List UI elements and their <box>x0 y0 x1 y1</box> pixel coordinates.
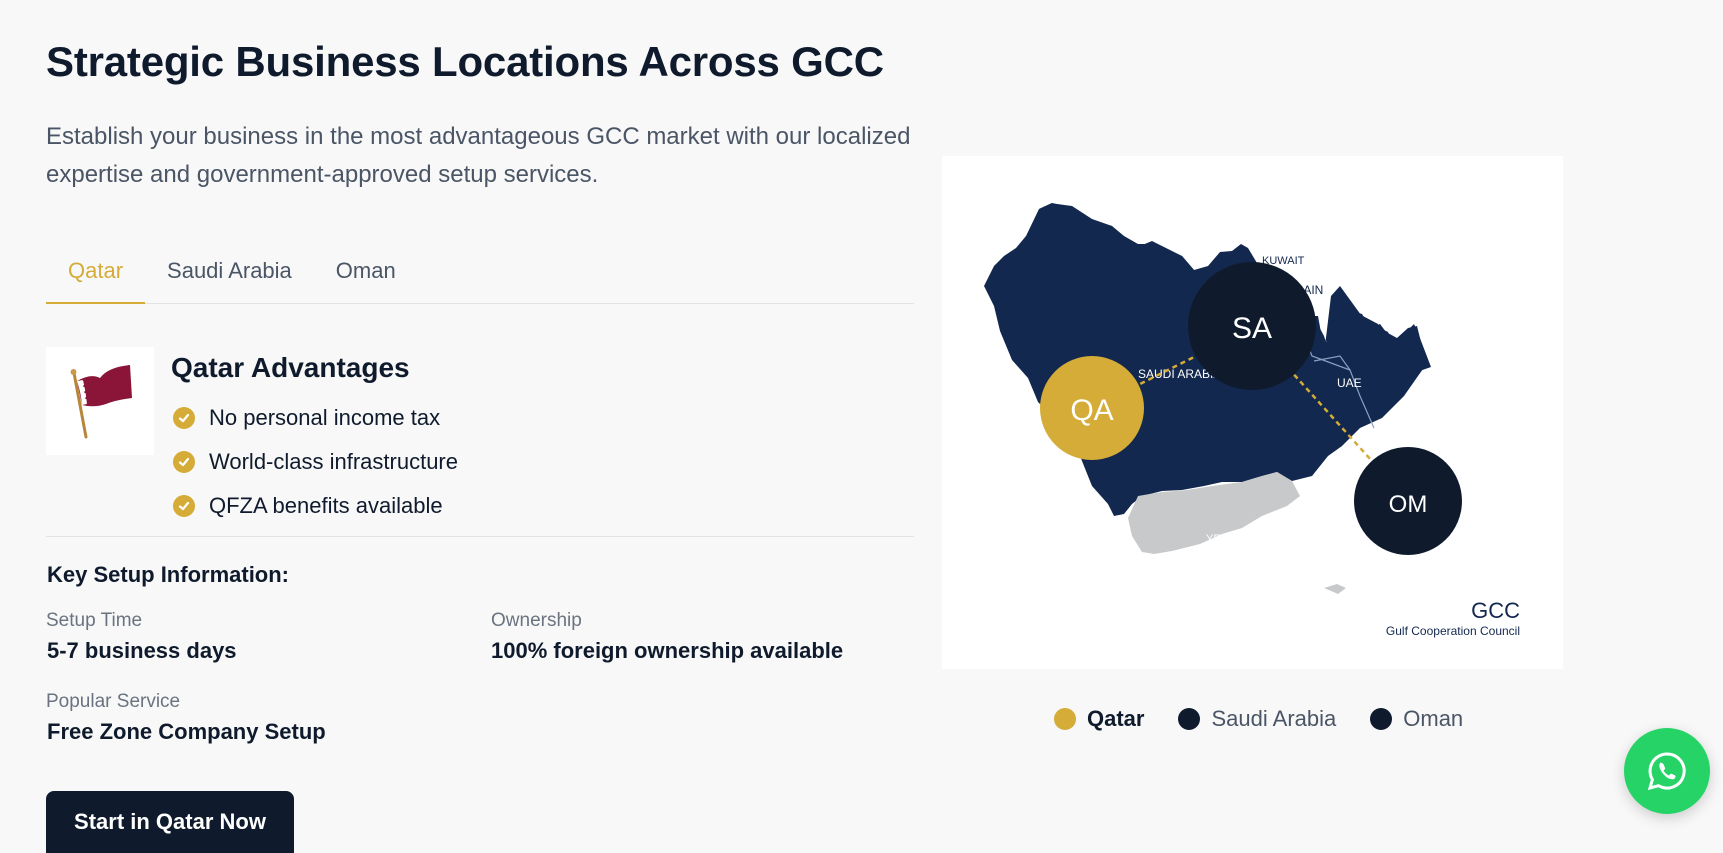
advantages-title: Qatar Advantages <box>171 352 410 383</box>
page-subtitle: Establish your business in the most adva… <box>46 123 911 188</box>
start-in-qatar-button[interactable]: Start in Qatar Now <box>46 791 294 853</box>
tab-qatar[interactable]: Qatar <box>46 250 146 304</box>
list-item: No personal income tax <box>173 396 458 440</box>
legend-item-saudi-arabia[interactable]: Saudi Arabia <box>1178 706 1336 732</box>
saudi-arabia-label: SAUDI ARABIA <box>1138 367 1221 381</box>
legend-label: Saudi Arabia <box>1211 706 1337 731</box>
check-icon <box>173 495 195 517</box>
tab-oman[interactable]: Oman <box>335 258 396 283</box>
check-icon <box>173 451 195 473</box>
country-tabs: Qatar Saudi Arabia Oman <box>46 250 914 304</box>
svg-text:OM: OM <box>1389 491 1428 518</box>
gcc-map: KUWAIT BAHRAIN QATAR UAE SAUDI ARABIA OM… <box>942 156 1563 669</box>
key-setup-title: Key Setup Information: <box>47 562 290 587</box>
legend-dot <box>1370 708 1393 730</box>
popular-service-value: Free Zone Company Setup <box>47 719 326 744</box>
ownership-label: Ownership <box>491 610 582 631</box>
legend-label: Oman <box>1403 706 1464 731</box>
whatsapp-icon <box>1647 752 1686 791</box>
legend-dot <box>1054 708 1076 730</box>
qatar-label: QATAR <box>1318 341 1358 355</box>
list-item: World-class infrastructure <box>173 440 458 484</box>
qatar-flag-icon <box>46 347 154 455</box>
popular-service-label: Popular Service <box>46 691 181 712</box>
list-item: QFZA benefits available <box>173 484 458 528</box>
advantage-text: QFZA benefits available <box>209 493 443 518</box>
section-divider <box>46 536 914 537</box>
gcc-logo-title: GCC <box>1471 598 1520 623</box>
uae-label: UAE <box>1337 376 1362 390</box>
gcc-logo-subtitle: Gulf Cooperation Council <box>1386 624 1520 638</box>
advantage-text: World-class infrastructure <box>209 449 458 474</box>
kuwait-label: KUWAIT <box>1262 255 1305 267</box>
yemen-region <box>1128 472 1300 554</box>
marker-qatar[interactable]: QA <box>1040 356 1144 460</box>
ownership-value: 100% foreign ownership available <box>491 638 844 663</box>
legend-item-oman[interactable]: Oman <box>1370 706 1463 732</box>
marker-saudi-arabia[interactable]: SA <box>1188 262 1316 390</box>
yemen-label: YEMEN <box>1206 533 1245 545</box>
marker-oman[interactable]: OM <box>1354 447 1462 555</box>
advantage-text: No personal income tax <box>209 405 441 430</box>
check-icon <box>173 407 195 429</box>
whatsapp-button[interactable] <box>1624 728 1710 814</box>
setup-time-label: Setup Time <box>46 610 143 631</box>
advantages-list: No personal income tax World-class infra… <box>173 396 458 528</box>
legend-label: Qatar <box>1087 706 1145 731</box>
setup-time-value: 5-7 business days <box>47 638 237 663</box>
page-title: Strategic Business Locations Across GCC <box>46 38 884 85</box>
legend-item-qatar[interactable]: Qatar <box>1054 706 1144 732</box>
map-legend: Qatar Saudi Arabia Oman <box>1054 706 1497 732</box>
svg-text:QA: QA <box>1070 394 1113 427</box>
legend-dot <box>1178 708 1201 730</box>
tab-saudi-arabia[interactable]: Saudi Arabia <box>167 258 292 283</box>
svg-text:SA: SA <box>1232 312 1272 345</box>
